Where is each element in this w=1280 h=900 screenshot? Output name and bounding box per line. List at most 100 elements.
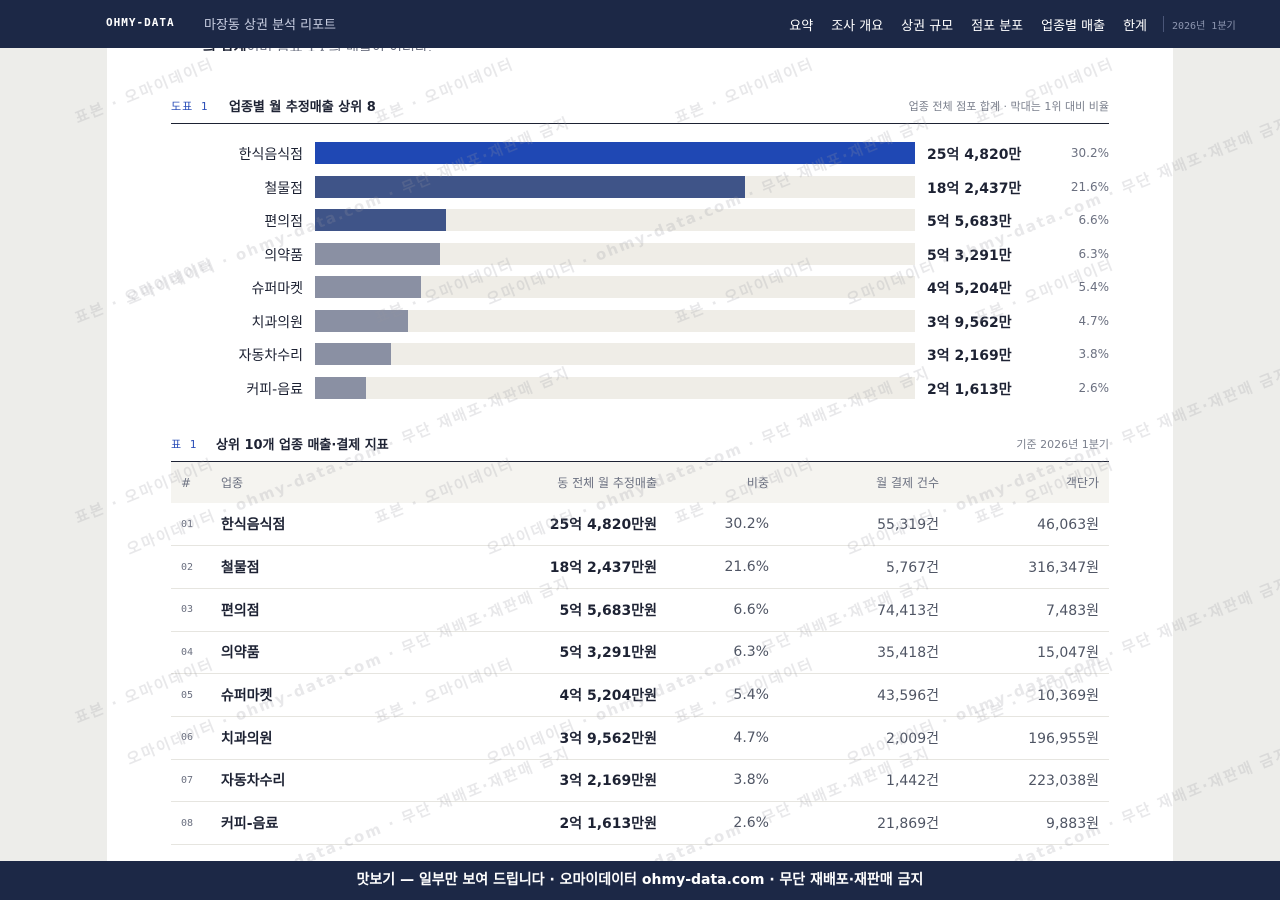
period-label: 2026년 1분기 xyxy=(1172,20,1236,32)
bar-category-label: 자동차수리 xyxy=(238,348,303,364)
figure-title: 업종별 월 추정매출 상위 8 xyxy=(229,100,376,115)
row-category: 편의점 xyxy=(221,602,260,619)
row-payments: 74,413건 xyxy=(877,602,939,619)
row-payments: 1,442건 xyxy=(886,773,939,790)
bar-track xyxy=(315,276,915,298)
bar-value-label: 4억 5,204만 xyxy=(927,281,1012,297)
bar-track xyxy=(315,309,915,332)
bar-share-label: 2.6% xyxy=(1078,380,1110,395)
row-index: 07 xyxy=(181,774,194,786)
row-category: 의약품 xyxy=(221,645,260,662)
row-avg-ticket: 46,063원 xyxy=(1037,517,1099,534)
row-index: 03 xyxy=(181,604,194,616)
bar xyxy=(315,242,441,265)
bar-share-label: 4.7% xyxy=(1078,313,1110,328)
bar-category-label: 커피-음료 xyxy=(246,381,303,398)
row-share: 21.6% xyxy=(724,559,769,576)
row-index: 06 xyxy=(181,732,194,744)
row-share: 30.2% xyxy=(724,516,769,533)
bar-category-label: 치과의원 xyxy=(251,314,303,331)
row-index: 04 xyxy=(181,646,194,658)
nav-store-distribution[interactable]: 점포 분포 xyxy=(971,18,1024,34)
bar-track xyxy=(315,142,915,164)
bar-value-label: 25억 4,820만 xyxy=(927,147,1022,163)
bar-share-label: 30.2% xyxy=(1070,146,1109,160)
bar-row: 자동차수리 3억 2,169만 3.8% xyxy=(171,343,1109,365)
row-payments: 55,319건 xyxy=(877,517,939,534)
row-index: 08 xyxy=(181,817,194,829)
col-category: 업종 xyxy=(221,476,244,490)
nav-limitations[interactable]: 한계 xyxy=(1123,18,1147,34)
row-sales: 3억 2,169만원 xyxy=(559,773,657,790)
row-share: 6.3% xyxy=(733,644,769,661)
bar-row: 슈퍼마켓 4억 5,204만 5.4% xyxy=(171,276,1109,298)
bar-row: 철물점 18억 2,437만 21.6% xyxy=(171,175,1109,198)
bar-share-label: 21.6% xyxy=(1070,179,1109,194)
row-sales: 3억 9,562만원 xyxy=(559,730,657,747)
bar-category-label: 철물점 xyxy=(264,180,303,197)
nav-market-size[interactable]: 상권 규모 xyxy=(901,18,954,34)
table-row: 05 슈퍼마켓 4억 5,204만원 5.4% 43,596건 10,369원 xyxy=(171,674,1109,717)
bar-share-label: 6.3% xyxy=(1078,246,1110,261)
bar-row: 치과의원 3억 9,562만 4.7% xyxy=(171,309,1110,332)
row-avg-ticket: 196,955원 xyxy=(1028,730,1099,747)
figure-note: 업종 전체 점포 합계 · 막대는 1위 대비 비율 xyxy=(908,100,1109,113)
table-head-row: # 업종 동 전체 월 추정매출 비중 월 결제 건수 객단가 xyxy=(171,462,1109,503)
row-sales: 2억 1,613만원 xyxy=(559,816,657,833)
brand-logo[interactable]: OHMY-DATA xyxy=(106,16,175,29)
table-row: 07 자동차수리 3억 2,169만원 3.8% 1,442건 223,038원 xyxy=(171,759,1109,802)
bar-share-label: 3.8% xyxy=(1078,347,1110,361)
bar xyxy=(315,309,409,332)
row-category: 철물점 xyxy=(221,560,260,577)
row-category: 커피-음료 xyxy=(221,816,279,833)
col-avg-ticket: 객단가 xyxy=(1065,476,1099,490)
nav-divider xyxy=(1163,16,1164,32)
bar-track xyxy=(315,175,915,198)
bar-share-label: 5.4% xyxy=(1078,280,1110,294)
row-share: 4.7% xyxy=(733,729,769,746)
row-sales: 18억 2,437만원 xyxy=(549,560,657,577)
figure-tag: 도표 1 xyxy=(171,100,209,113)
bar-value-label: 3억 2,169만 xyxy=(927,348,1012,364)
bar-row: 의약품 5억 3,291만 6.3% xyxy=(171,242,1110,265)
bar-row: 한식음식점 25억 4,820만 30.2% xyxy=(171,142,1109,164)
bar-row: 커피-음료 2억 1,613만 2.6% xyxy=(171,376,1110,399)
nav-summary[interactable]: 요약 xyxy=(789,18,814,34)
bar-value-label: 2억 1,613만 xyxy=(927,381,1012,398)
row-index: 02 xyxy=(181,561,194,573)
bar-share-label: 6.6% xyxy=(1078,213,1110,227)
row-avg-ticket: 9,883원 xyxy=(1046,816,1099,833)
bar-row: 편의점 5억 5,683만 6.6% xyxy=(171,209,1109,231)
bar-category-label: 편의점 xyxy=(264,214,303,230)
table-note: 기준 2026년 1분기 xyxy=(1016,438,1109,451)
bar-category-label: 슈퍼마켓 xyxy=(251,281,303,297)
table-row: 03 편의점 5억 5,683만원 6.6% 74,413건 7,483원 xyxy=(171,588,1109,632)
nav-survey-overview[interactable]: 조사 개요 xyxy=(831,18,884,34)
section-nav: 요약 조사 개요 상권 규모 점포 분포 업종별 매출 한계 2026년 1분기 xyxy=(789,0,1280,48)
metrics-table: # 업종 동 전체 월 추정매출 비중 월 결제 건수 객단가 01 한식음식점 2… xyxy=(171,462,1109,845)
row-sales: 25억 4,820만원 xyxy=(549,517,657,534)
row-sales: 5억 3,291만원 xyxy=(559,645,657,662)
nav-sales-by-category[interactable]: 업종별 매출 xyxy=(1041,18,1106,34)
row-share: 3.8% xyxy=(733,772,769,789)
bar xyxy=(315,142,915,164)
row-payments: 21,869건 xyxy=(877,816,939,833)
preview-footer-banner: 맛보기 — 일부만 보여 드립니다 · 오마이데이터 ohmy-data.com… xyxy=(0,861,1280,900)
row-index: 01 xyxy=(181,518,194,530)
row-payments: 5,767건 xyxy=(886,560,939,577)
col-share: 비중 xyxy=(746,476,769,490)
row-share: 5.4% xyxy=(733,687,769,704)
bar xyxy=(315,175,745,198)
row-payments: 35,418건 xyxy=(877,645,939,662)
bar xyxy=(315,343,391,365)
table-row: 01 한식음식점 25억 4,820만원 30.2% 55,319건 46,063원 xyxy=(171,503,1109,546)
row-share: 2.6% xyxy=(733,815,769,832)
table-row: 06 치과의원 3억 9,562만원 4.7% 2,009건 196,955원 xyxy=(171,716,1109,760)
table-title: 상위 10개 업종 매출·결제 지표 xyxy=(216,438,389,453)
table-row: 04 의약품 5억 3,291만원 6.3% 35,418건 15,047원 xyxy=(171,631,1109,674)
table-row: 08 커피-음료 2억 1,613만원 2.6% 21,869건 9,883원 xyxy=(171,802,1109,845)
row-category: 한식음식점 xyxy=(221,517,286,534)
row-category: 치과의원 xyxy=(221,730,273,747)
col-sales: 동 전체 월 추정매출 xyxy=(557,476,657,490)
row-avg-ticket: 316,347원 xyxy=(1028,560,1099,577)
